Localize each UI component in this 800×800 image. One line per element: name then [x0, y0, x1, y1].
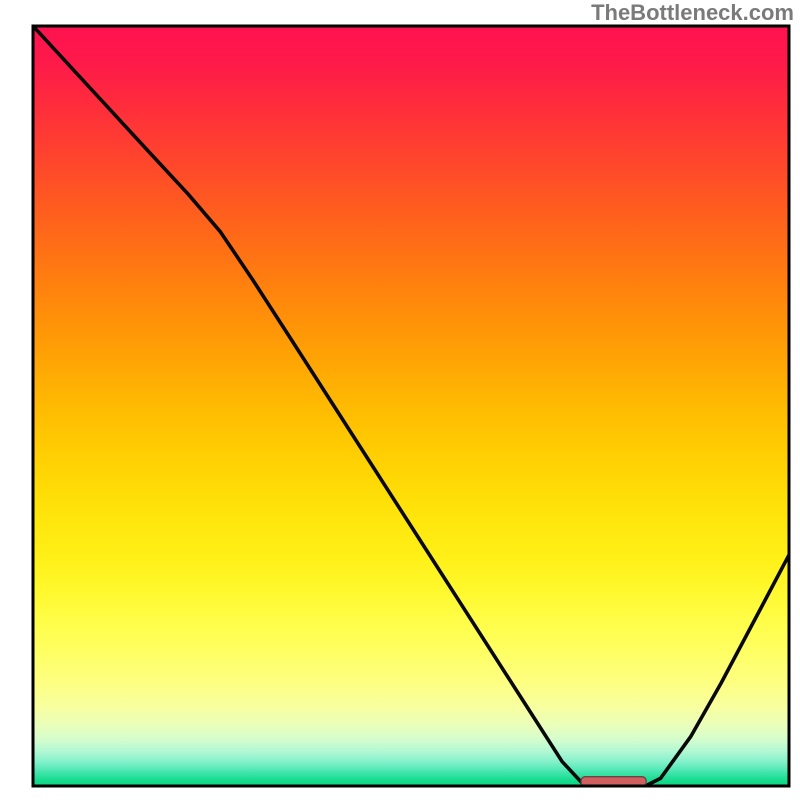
bottleneck-chart	[0, 0, 800, 800]
chart-container: TheBottleneck.com	[0, 0, 800, 800]
plot-background	[33, 26, 789, 786]
